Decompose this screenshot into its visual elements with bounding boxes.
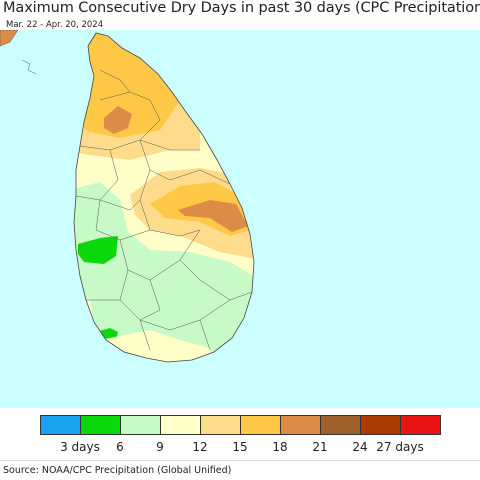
legend-swatch <box>120 415 161 435</box>
india-coast <box>0 30 19 47</box>
legend-tick-label: 27 days <box>376 440 424 454</box>
date-range: Mar. 22 - Apr. 20, 2024 <box>6 20 104 30</box>
legend-swatch <box>280 415 321 435</box>
district-boundaries <box>75 69 253 351</box>
map-area <box>0 30 480 408</box>
island-fill <box>74 33 254 362</box>
legend-tick-label: 6 <box>116 440 124 454</box>
legend-swatch <box>320 415 361 435</box>
color-legend <box>40 415 441 435</box>
legend-tick-label: 18 <box>272 440 288 454</box>
legend-swatch <box>160 415 201 435</box>
legend-tick-label: 3 days <box>60 440 100 454</box>
island-outline <box>73 32 255 363</box>
legend-tick-label: 24 <box>352 440 368 454</box>
legend-swatch <box>40 415 81 435</box>
legend-swatch <box>200 415 241 435</box>
legend-tick-label: 21 <box>312 440 328 454</box>
legend-tick-label: 12 <box>192 440 208 454</box>
map-svg <box>0 30 255 363</box>
map-title: Maximum Consecutive Dry Days in past 30 … <box>3 0 480 16</box>
legend-tick-label: 15 <box>232 440 248 454</box>
legend-swatch <box>360 415 401 435</box>
legend-swatch <box>80 415 121 435</box>
legend-tick-label: 9 <box>156 440 164 454</box>
island-outline-small <box>21 59 37 75</box>
legend-swatch <box>240 415 281 435</box>
legend-swatch <box>400 415 441 435</box>
divider <box>0 460 480 461</box>
source-text: Source: NOAA/CPC Precipitation (Global U… <box>3 465 232 476</box>
